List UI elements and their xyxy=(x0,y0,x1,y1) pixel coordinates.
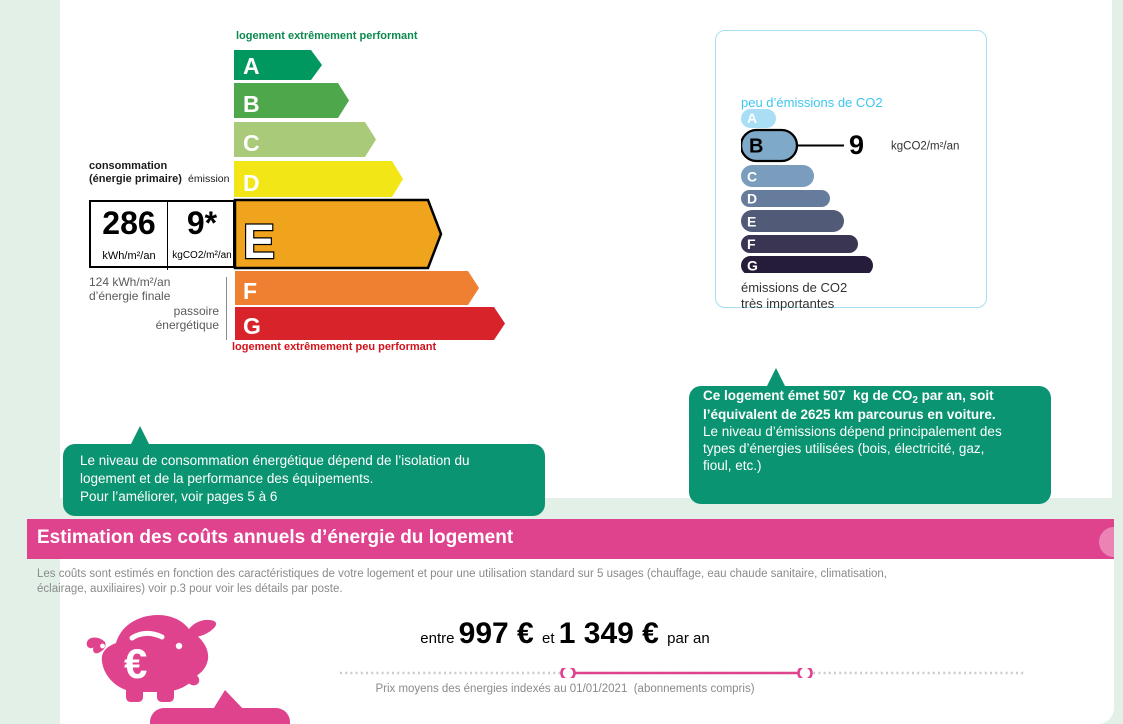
svg-text:G: G xyxy=(747,258,758,274)
svg-text:C: C xyxy=(243,130,260,156)
svg-text:G: G xyxy=(243,313,261,339)
svg-text:€: € xyxy=(124,640,147,687)
svg-text:E: E xyxy=(747,214,756,230)
svg-text:B: B xyxy=(243,91,260,117)
svg-text:E: E xyxy=(243,216,275,269)
svg-text:F: F xyxy=(747,236,756,252)
svg-text:C: C xyxy=(747,169,757,185)
svg-text:A: A xyxy=(747,110,757,126)
svg-text:9: 9 xyxy=(849,130,864,160)
svg-text:kgCO2/m²/an: kgCO2/m²/an xyxy=(891,141,959,153)
svg-text:A: A xyxy=(243,53,260,79)
svg-text:D: D xyxy=(747,191,757,207)
svg-text:B: B xyxy=(749,136,763,158)
